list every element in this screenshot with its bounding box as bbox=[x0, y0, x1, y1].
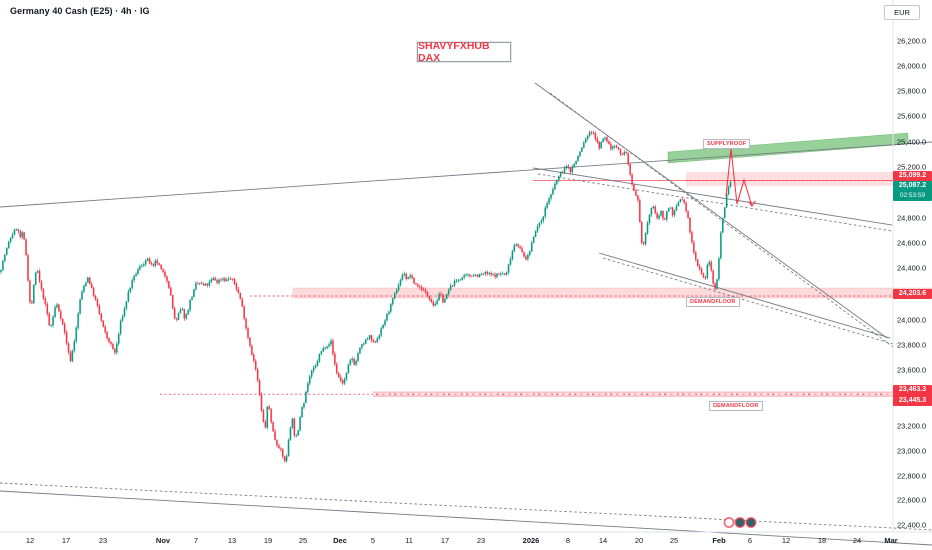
x-axis-tick[interactable]: 20 bbox=[635, 536, 643, 545]
trendline-dashed[interactable] bbox=[0, 482, 932, 531]
projection-path[interactable] bbox=[725, 148, 753, 207]
demand-floor-zone-1[interactable] bbox=[292, 287, 932, 299]
y-axis-tick[interactable]: 25,600.0 bbox=[897, 112, 926, 121]
x-axis-tick[interactable]: 13 bbox=[228, 536, 236, 545]
trendline[interactable] bbox=[0, 490, 932, 546]
event-marker-circle[interactable] bbox=[745, 517, 757, 528]
event-marker-circle[interactable] bbox=[723, 517, 735, 528]
trendline[interactable] bbox=[0, 141, 932, 208]
y-axis-tick[interactable]: 23,000.0 bbox=[897, 447, 926, 456]
demand-floor-price-bottom: 23,445.3 bbox=[898, 396, 927, 404]
x-axis-tick[interactable]: 12 bbox=[782, 536, 790, 545]
y-axis-tick[interactable]: 22,800.0 bbox=[897, 472, 926, 481]
candlestick-series[interactable] bbox=[0, 130, 732, 463]
trendline-dashed[interactable] bbox=[549, 92, 894, 348]
x-axis-tick[interactable]: Feb bbox=[712, 536, 726, 545]
x-axis-tick[interactable]: 2026 bbox=[523, 536, 540, 545]
y-axis-tick[interactable]: 24,800.0 bbox=[897, 214, 926, 223]
y-axis-tick[interactable]: 24,400.0 bbox=[897, 264, 926, 273]
trendline[interactable] bbox=[534, 82, 888, 339]
x-axis-tick[interactable]: 23 bbox=[99, 536, 107, 545]
supply-roof-label[interactable]: SUPPLYROOF bbox=[703, 139, 751, 149]
last-price-tag[interactable]: 25,087.2 02:53:59 bbox=[893, 181, 932, 201]
x-axis-tick[interactable]: 6 bbox=[748, 536, 752, 545]
x-axis-tick[interactable]: 18 bbox=[818, 536, 826, 545]
y-axis-tick[interactable]: 23,600.0 bbox=[897, 366, 926, 375]
event-marker-circle[interactable] bbox=[734, 517, 746, 528]
currency-button[interactable]: EUR bbox=[884, 5, 920, 20]
demand-floor-price-tag-2[interactable]: 23,463.3 23,445.3 bbox=[893, 385, 932, 406]
y-axis-tick[interactable]: 23,800.0 bbox=[897, 341, 926, 350]
x-axis-tick[interactable]: 5 bbox=[371, 536, 375, 545]
last-price-value: 25,087.2 bbox=[898, 182, 927, 189]
resistance-zone-25099[interactable] bbox=[686, 172, 932, 186]
trendline[interactable] bbox=[532, 167, 893, 226]
y-axis-tick[interactable]: 24,000.0 bbox=[897, 316, 926, 325]
x-axis-tick[interactable]: 17 bbox=[441, 536, 449, 545]
x-axis-tick[interactable]: 14 bbox=[599, 536, 607, 545]
demand-floor-label-1[interactable]: DEMANDFLOOR bbox=[686, 297, 740, 307]
y-axis-tick[interactable]: 26,200.0 bbox=[897, 37, 926, 46]
x-axis-tick[interactable]: 11 bbox=[405, 536, 413, 545]
x-axis-tick[interactable]: 17 bbox=[62, 536, 70, 545]
y-axis-tick[interactable]: 26,000.0 bbox=[897, 62, 926, 71]
bar-countdown: 02:53:59 bbox=[899, 192, 926, 199]
x-axis-tick[interactable]: 12 bbox=[26, 536, 34, 545]
symbol-title[interactable]: Germany 40 Cash (E25) · 4h · IG bbox=[10, 6, 150, 16]
y-axis-tick[interactable]: 24,600.0 bbox=[897, 239, 926, 248]
watermark-label: SHAVYFXHUB DAX bbox=[417, 40, 511, 64]
y-axis-tick[interactable]: 23,200.0 bbox=[897, 422, 926, 431]
demand-floor-label-2[interactable]: DEMANDFLOOR bbox=[709, 401, 763, 411]
demand-floor-zone-2[interactable] bbox=[373, 391, 932, 398]
demand-floor-price-top: 23,463.3 bbox=[898, 386, 927, 393]
x-axis-tick[interactable]: Dec bbox=[333, 536, 347, 545]
projection-arrowhead bbox=[748, 200, 756, 207]
x-axis-tick[interactable]: 8 bbox=[566, 536, 570, 545]
y-axis-tick[interactable]: 25,800.0 bbox=[897, 87, 926, 96]
x-axis-tick[interactable]: Mar bbox=[884, 536, 897, 545]
x-axis-tick[interactable]: 23 bbox=[477, 536, 485, 545]
x-axis-tick[interactable]: Nov bbox=[156, 536, 171, 545]
trendline-dashed[interactable] bbox=[602, 257, 894, 345]
trendline[interactable] bbox=[598, 252, 891, 339]
x-axis-tick[interactable]: 19 bbox=[264, 536, 272, 545]
x-axis-tick[interactable]: 25 bbox=[670, 536, 678, 545]
y-axis-tick[interactable]: 25,200.0 bbox=[897, 163, 926, 172]
y-axis-tick[interactable]: 22,600.0 bbox=[897, 496, 926, 505]
x-axis-tick[interactable]: 25 bbox=[299, 536, 307, 545]
demand-floor-price-tag-1[interactable]: 24,203.6 bbox=[893, 289, 932, 299]
x-axis-tick[interactable]: 24 bbox=[853, 536, 861, 545]
y-axis-tick[interactable]: 22,400.0 bbox=[897, 521, 926, 530]
x-axis-tick[interactable]: 7 bbox=[194, 536, 198, 545]
y-axis-tick[interactable]: 25,400.0 bbox=[897, 138, 926, 147]
alert-price-tag[interactable]: 25,099.2 bbox=[893, 171, 932, 181]
